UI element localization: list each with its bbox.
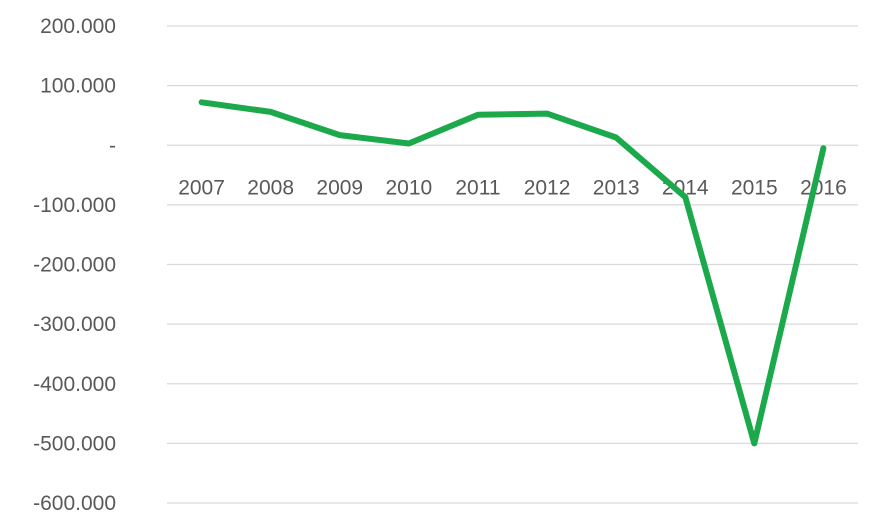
x-tick-label: 2007 <box>178 176 225 199</box>
x-tick-label: 2015 <box>731 176 778 199</box>
y-tick-label: -300.000 <box>33 313 116 336</box>
series-lines <box>198 99 827 447</box>
x-tick-label: 2016 <box>800 176 847 199</box>
y-tick-label: -500.000 <box>33 432 116 455</box>
x-tick-label: 2012 <box>524 176 571 199</box>
x-tick-label: 2009 <box>316 176 363 199</box>
x-axis-tick-labels: 2007 2008 2009 2010 2011 2012 2013 2014 2015 2016 <box>178 176 847 199</box>
y-tick-label: -100.000 <box>33 194 116 217</box>
y-tick-label: -400.000 <box>33 373 116 396</box>
y-tick-label: 200.000 <box>40 15 116 38</box>
x-tick-label: 2010 <box>385 176 432 199</box>
gridlines <box>167 25 858 504</box>
y-tick-label: -600.000 <box>33 492 116 515</box>
y-axis-tick-labels: 200.000 100.000 - -100.000 -200.000 -300.000 -… <box>33 15 116 515</box>
x-tick-label: 2011 <box>455 176 500 199</box>
y-tick-label: 100.000 <box>40 75 116 98</box>
x-tick-label: 2013 <box>593 176 640 199</box>
series-line <box>198 99 827 447</box>
y-tick-label: -200.000 <box>33 254 116 277</box>
y-tick-label: - <box>109 134 116 157</box>
x-tick-label: 2014 <box>662 176 709 199</box>
x-tick-label: 2008 <box>247 176 294 199</box>
